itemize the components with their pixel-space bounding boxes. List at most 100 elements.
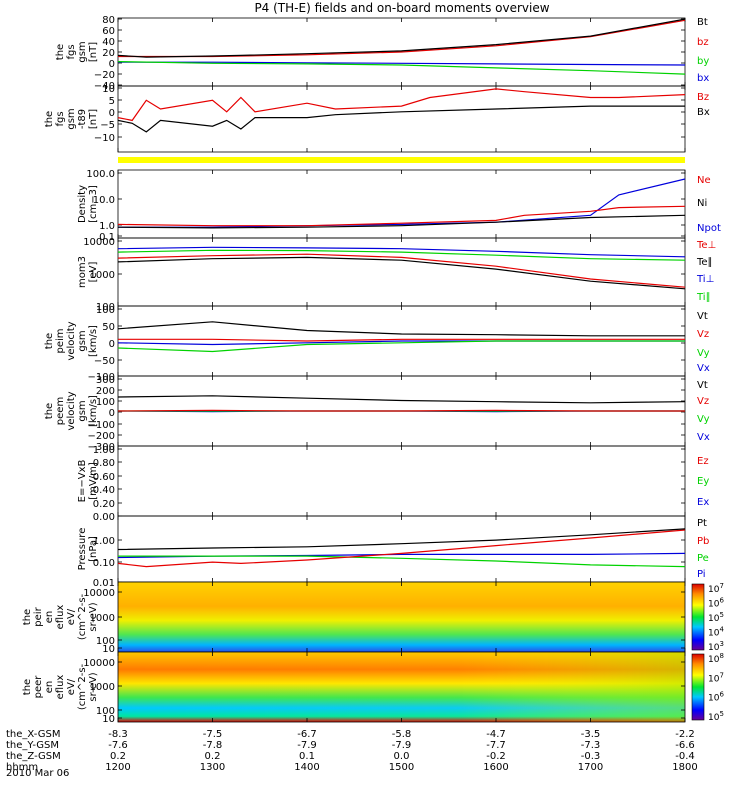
y-tick-label: 1000 <box>90 613 115 624</box>
legend-label: bx <box>697 73 709 84</box>
spectrogram-overlay <box>118 652 685 722</box>
footer-value: -3.5 <box>581 729 601 740</box>
footer-value: -0.4 <box>675 751 695 762</box>
y-tick-label: 0.10 <box>93 558 115 569</box>
series-line-Vz <box>118 338 685 342</box>
footer-value: 1200 <box>105 762 130 773</box>
y-axis-label: thefgsgsm-t89[nT] <box>44 108 99 129</box>
legend-label: by <box>697 56 709 67</box>
legend-label: Vx <box>697 432 710 443</box>
y-tick-label: 0 <box>109 339 115 350</box>
series-line-Pt <box>117 528 686 551</box>
footer-value: -0.3 <box>581 751 601 762</box>
footer-row-label: the_X-GSM <box>6 729 60 740</box>
legend-label: Bt <box>697 17 708 28</box>
footer-value: -8.3 <box>108 729 128 740</box>
colorbar-tick-label: 106 <box>708 691 724 704</box>
series-line-Vt <box>117 321 685 337</box>
y-tick-label: 100 <box>96 397 115 408</box>
series-line-Vy <box>117 340 685 353</box>
series-line-Vt <box>117 395 686 404</box>
y-tick-label: −10 <box>94 133 115 144</box>
legend-label: Ti⊥ <box>696 274 714 285</box>
y-tick-label: −5 <box>100 120 115 131</box>
legend-label: Te∥ <box>696 257 713 268</box>
yellow-status-bar <box>118 157 685 163</box>
y-tick-label: 10 <box>102 714 115 725</box>
colorbar-tick-label: 106 <box>708 597 724 610</box>
legend-label: Vz <box>697 396 709 407</box>
y-tick-label: 200 <box>96 386 115 397</box>
y-tick-label: 0 <box>109 59 115 70</box>
figure-title: P4 (TH-E) fields and on-board moments ov… <box>254 1 549 15</box>
series-line-bx <box>118 61 686 66</box>
y-axis-label: Density[cm−3] <box>77 185 99 223</box>
footer-value: -7.6 <box>108 740 128 751</box>
legend-label: Vt <box>697 380 708 391</box>
legend-label: Ex <box>697 497 709 508</box>
legend-label: Pb <box>697 536 709 547</box>
footer-value: -7.7 <box>486 740 506 751</box>
y-tick-label: −200 <box>88 431 115 442</box>
y-tick-label: 0.60 <box>93 472 115 483</box>
footer-value: 0.2 <box>110 751 126 762</box>
y-tick-label: 50 <box>102 322 115 333</box>
series-line-Vz <box>117 409 685 412</box>
legend-label: Ez <box>697 456 709 467</box>
y-axis-label: mom3[eV] <box>77 256 99 288</box>
legend-label: Vy <box>697 348 710 359</box>
y-tick-label: 10000 <box>83 658 115 669</box>
y-tick-label: 100 <box>96 706 115 717</box>
y-axis-label: thepeirenefluxeV/(cm^2-s-sr-eV) <box>22 593 99 640</box>
footer-value: -6.6 <box>675 740 695 751</box>
y-axis-label: Pressure[nPa] <box>77 528 99 571</box>
footer-value: -6.7 <box>297 729 317 740</box>
y-tick-label: 0 <box>109 108 115 119</box>
legend-label: Npot <box>697 223 721 234</box>
y-tick-label: 10000 <box>83 588 115 599</box>
y-tick-label: 100.0 <box>86 169 115 180</box>
series-line-Bx <box>117 105 685 133</box>
footer-value: 1300 <box>200 762 225 773</box>
footer-value: 0.2 <box>205 751 221 762</box>
legend-label: Bx <box>697 107 710 118</box>
y-axis-label: thefgsgsm[nT] <box>55 41 99 62</box>
footer-value: 1600 <box>483 762 508 773</box>
legend-label: Vx <box>697 363 710 374</box>
panel-frame <box>117 515 686 583</box>
panel-7: 1.00 0.80 0.60 0.40 0.20 0.00 E=−VxB[mV/m] Ez Ey… <box>77 445 709 523</box>
colorbar-tick-label: 105 <box>708 611 724 624</box>
footer-value: -7.9 <box>297 740 317 751</box>
y-tick-label: −40 <box>94 81 115 92</box>
y-tick-label: 5 <box>109 96 115 107</box>
legend-label: bz <box>697 37 709 48</box>
colorbar-tick-label: 105 <box>708 710 724 723</box>
footer-value: 1500 <box>389 762 414 773</box>
series-line-Pi <box>117 552 686 559</box>
legend-label: Ne <box>697 175 711 186</box>
legend-label: Vt <box>697 311 708 322</box>
y-tick-label: 1000 <box>90 682 115 693</box>
panel-4: 10000 1000 100 mom3[eV] Te⊥ Te∥ Ti⊥ Ti∥ <box>77 237 716 313</box>
y-tick-label: 0.1 <box>99 232 115 243</box>
series-line-Ti∥ <box>117 249 686 261</box>
panel-frame <box>117 445 686 517</box>
footer-value: 1700 <box>578 762 603 773</box>
legend-label: Ey <box>697 476 709 487</box>
y-tick-label: 1.00 <box>93 536 115 547</box>
footer-value: -7.3 <box>581 740 601 751</box>
y-tick-label: 10000 <box>83 237 115 248</box>
footer-value: -5.8 <box>392 729 412 740</box>
footer-value: -0.2 <box>486 751 506 762</box>
series-line-Bz <box>117 88 686 122</box>
orbit-footer: the_X-GSM -8.3 -7.5 -6.7 -5.8 -4.7 -3.5 -2.2 the… <box>6 729 698 773</box>
y-tick-label: 10 <box>102 644 115 655</box>
y-tick-label: 10 <box>102 84 115 95</box>
y-tick-label: 60 <box>102 26 115 37</box>
legend-label: Ti∥ <box>696 292 711 303</box>
legend-label: Bz <box>697 92 709 103</box>
footer-value: 1800 <box>672 762 697 773</box>
